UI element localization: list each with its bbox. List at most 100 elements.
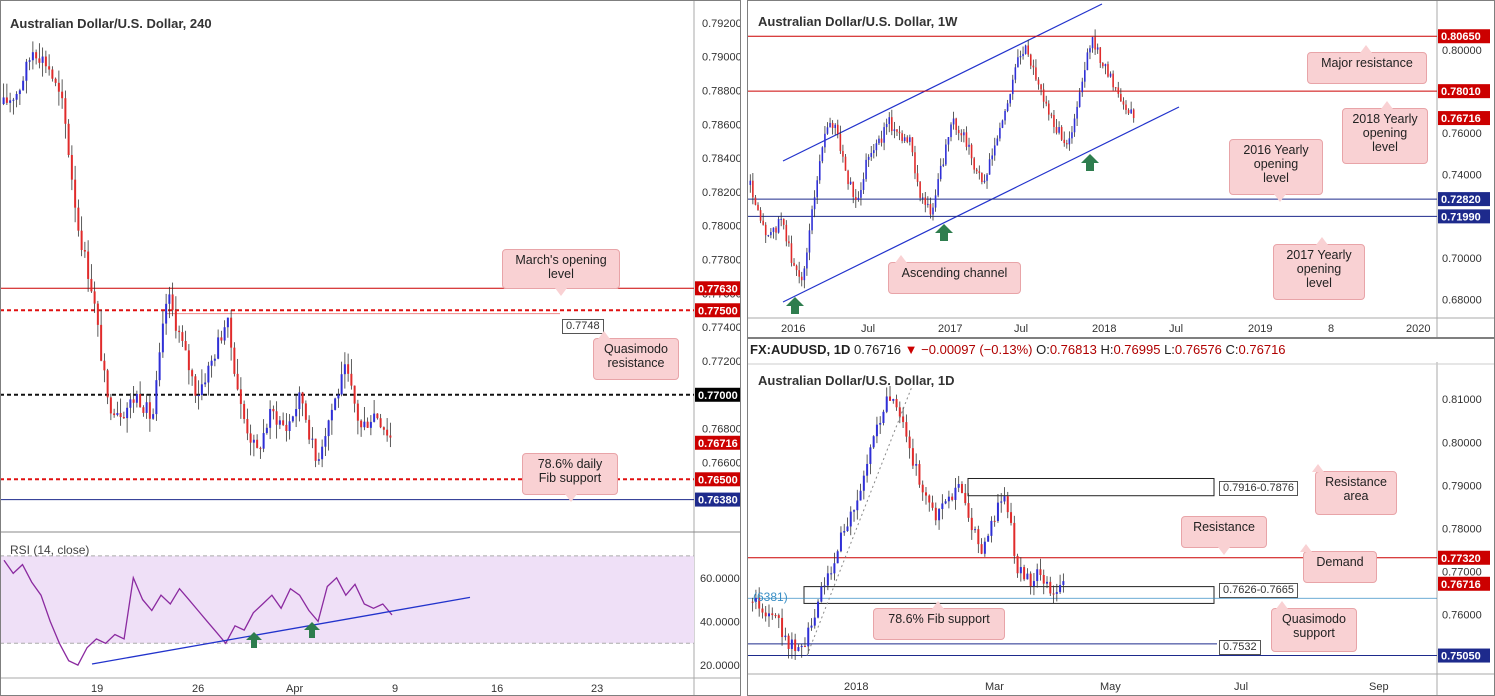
h4-candle-body — [389, 435, 392, 438]
ohlc-symbol: FX:AUDUSD, 1D — [750, 342, 851, 357]
weekly-candle-body — [965, 132, 968, 147]
weekly-candle-body — [875, 143, 878, 151]
daily-x-tick-0: 2018 — [844, 681, 868, 693]
weekly-candle-body — [759, 210, 762, 221]
weekly-candle-body — [811, 209, 813, 231]
weekly-candle-body — [952, 118, 955, 125]
weekly-candle-body — [1050, 114, 1053, 116]
weekly-candle-body — [800, 276, 803, 281]
weekly-candle-body — [1022, 53, 1024, 57]
h4-candle-body — [28, 60, 31, 62]
h4-candle-body — [217, 337, 220, 359]
weekly-candle-body — [821, 147, 824, 162]
weekly-candle-body — [867, 156, 870, 160]
daily-candle-body — [781, 617, 784, 638]
weekly-candle-body — [831, 122, 834, 129]
h4-candle-body — [376, 413, 379, 419]
h4-candle-body — [330, 409, 333, 421]
ohlc-high-label: H: — [1100, 342, 1114, 357]
daily-candle-body — [895, 399, 898, 408]
weekly-candle-body — [1014, 67, 1017, 80]
daily-candle-body — [879, 422, 882, 425]
annotation-quasimodo-support: Quasimodo support — [1271, 601, 1357, 652]
weekly-candle-body — [932, 207, 934, 215]
annotation-2018-yearly: 2018 Yearly opening level — [1342, 101, 1428, 164]
daily-candle-body — [836, 551, 839, 564]
weekly-candle-body — [914, 152, 916, 174]
h4-x-tick-5: 23 — [591, 683, 603, 695]
daily-candle-body — [941, 503, 944, 510]
daily-candle-body — [813, 617, 816, 626]
annotation-major-resistance: Major resistance — [1307, 45, 1427, 84]
weekly-price-label-4-bg — [1438, 209, 1490, 224]
h4-candle-body — [31, 52, 34, 61]
daily-candle-body — [892, 399, 895, 401]
weekly-candle-body — [898, 131, 901, 134]
daily-y-tick-1: 0.80000 — [1442, 437, 1482, 449]
h4-price-label-1-bg — [695, 303, 741, 318]
h4-price-label-1: 0.77500 — [698, 305, 738, 317]
weekly-candle-body — [844, 156, 847, 171]
weekly-candle-body — [1125, 104, 1127, 110]
weekly-candle-body — [788, 241, 790, 244]
daily-candle-body — [882, 411, 885, 423]
h4-y-tick-1: 0.79000 — [702, 52, 741, 64]
weekly-price-label-1-bg — [1438, 84, 1490, 99]
daily-candle-body — [777, 615, 780, 618]
weekly-candle-body — [1037, 79, 1040, 85]
weekly-candle-body — [1130, 109, 1132, 114]
h4-candle-body — [304, 403, 307, 420]
h4-candle-body — [366, 421, 369, 428]
daily-candle-body — [1026, 573, 1029, 580]
h4-candle-body — [171, 294, 174, 311]
daily-candle-body — [817, 601, 820, 618]
daily-candle-body — [849, 511, 852, 527]
h4-candle-body — [9, 100, 12, 103]
h4-chart[interactable]: 0.79200 0.79000 0.78800 0.78600 0.78400 0.782… — [0, 0, 741, 696]
daily-candle-body — [797, 647, 800, 652]
h4-y-tick-3: 0.78600 — [702, 119, 741, 131]
weekly-x-tick-4: 2018 — [1092, 323, 1116, 335]
weekly-chart[interactable]: 0.80000 0.76000 0.74000 0.70000 0.68000 2016 J… — [747, 0, 1495, 338]
h4-candle-body — [113, 413, 116, 416]
h4-candle-body — [119, 412, 122, 418]
weekly-candle-body — [893, 129, 896, 132]
daily-chart[interactable]: 0.81000 0.80000 0.79000 0.78000 0.77000 0.760… — [747, 338, 1495, 696]
h4-price-label-3: 0.76716 — [698, 438, 738, 450]
daily-candle-body — [866, 463, 869, 476]
weekly-candle-body — [803, 268, 806, 281]
annotation-786-daily-fib: 78.6% daily Fib support — [522, 453, 618, 502]
h4-candle-body — [386, 429, 389, 436]
h4-candle-body — [236, 373, 239, 390]
weekly-candle-body — [1084, 70, 1086, 82]
h4-x-tick-1: 26 — [192, 683, 204, 695]
weekly-candle-body — [1035, 67, 1037, 80]
h4-candle-body — [285, 424, 288, 431]
ohlc-low: 0.76576 — [1174, 342, 1222, 357]
daily-candle-body — [754, 597, 757, 602]
weekly-candle-body — [834, 124, 837, 129]
h4-candle-body — [210, 360, 213, 366]
h4-candle-body — [142, 407, 145, 413]
daily-candle-body — [1000, 501, 1003, 503]
h4-candle-body — [233, 347, 236, 374]
daily-candle-body — [1049, 581, 1052, 594]
h4-candle-body — [44, 56, 47, 67]
daily-candle-body — [931, 502, 934, 508]
h4-candle-body — [106, 370, 109, 398]
weekly-price-label-3: 0.72820 — [1441, 194, 1481, 206]
daily-candle-body — [767, 613, 770, 617]
h4-y-tick-5: 0.78200 — [702, 187, 741, 199]
h4-candle-body — [168, 294, 171, 304]
h4-candle-body — [100, 324, 103, 361]
channel-upper-line — [782, 3, 1103, 162]
daily-candle-body — [938, 509, 941, 521]
weekly-candle-body — [883, 127, 885, 143]
weekly-candle-body — [1040, 84, 1042, 90]
weekly-candle-body — [1122, 101, 1125, 105]
h4-candle-body — [239, 389, 242, 404]
daily-candle-body — [790, 639, 793, 649]
weekly-candle-body — [1114, 87, 1117, 89]
h4-candle-body — [213, 358, 216, 361]
h4-candle-body — [265, 427, 268, 434]
